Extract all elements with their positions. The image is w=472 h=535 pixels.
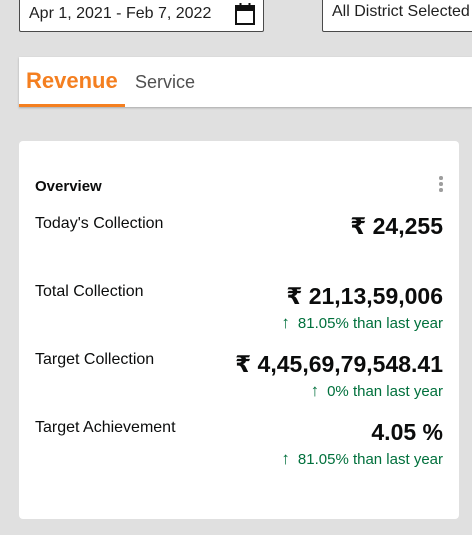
active-tab-indicator — [19, 104, 125, 107]
tab-revenue[interactable]: Revenue — [19, 57, 125, 107]
target-collection-change-text: 0% than last year — [327, 383, 443, 400]
card-title: Overview — [35, 178, 102, 195]
arrow-up-icon: ↑ — [281, 449, 290, 468]
district-select-value: All District Selected — [332, 3, 470, 20]
total-collection-value: ₹ 21,13,59,006 — [286, 283, 443, 309]
target-achievement-value: 4.05 % — [371, 419, 443, 445]
date-range-picker[interactable]: Apr 1, 2021 - Feb 7, 2022 — [19, 0, 264, 32]
target-collection-value: ₹ 4,45,69,79,548.41 — [235, 351, 443, 377]
target-collection-change: ↑ 0% than last year — [311, 381, 443, 401]
total-collection-change-text: 81.05% than last year — [297, 315, 443, 332]
target-achievement-change: ↑ 81.05% than last year — [281, 449, 443, 469]
arrow-up-icon: ↑ — [310, 381, 320, 400]
tab-revenue-label: Revenue — [26, 68, 118, 93]
overview-card: Overview Today's Collection ₹ 24,255 Tot… — [19, 141, 459, 519]
tab-service[interactable]: Service — [129, 57, 219, 107]
calendar-icon[interactable] — [235, 3, 255, 25]
target-achievement-change-text: 81.05% than last year — [297, 451, 443, 468]
district-select[interactable]: All District Selected — [322, 0, 472, 32]
target-achievement-label: Target Achievement — [35, 419, 176, 436]
date-range-value: Apr 1, 2021 - Feb 7, 2022 — [29, 5, 212, 22]
todays-collection-label: Today's Collection — [35, 215, 164, 232]
tab-bar: Revenue Service — [19, 57, 472, 107]
more-vertical-icon[interactable] — [437, 176, 445, 194]
total-collection-label: Total Collection — [35, 283, 144, 300]
target-collection-label: Target Collection — [35, 351, 155, 368]
total-collection-change: ↑ 81.05% than last year — [281, 313, 443, 333]
todays-collection-value: ₹ 24,255 — [350, 213, 443, 239]
tab-service-label: Service — [135, 72, 196, 92]
arrow-up-icon: ↑ — [281, 313, 290, 332]
